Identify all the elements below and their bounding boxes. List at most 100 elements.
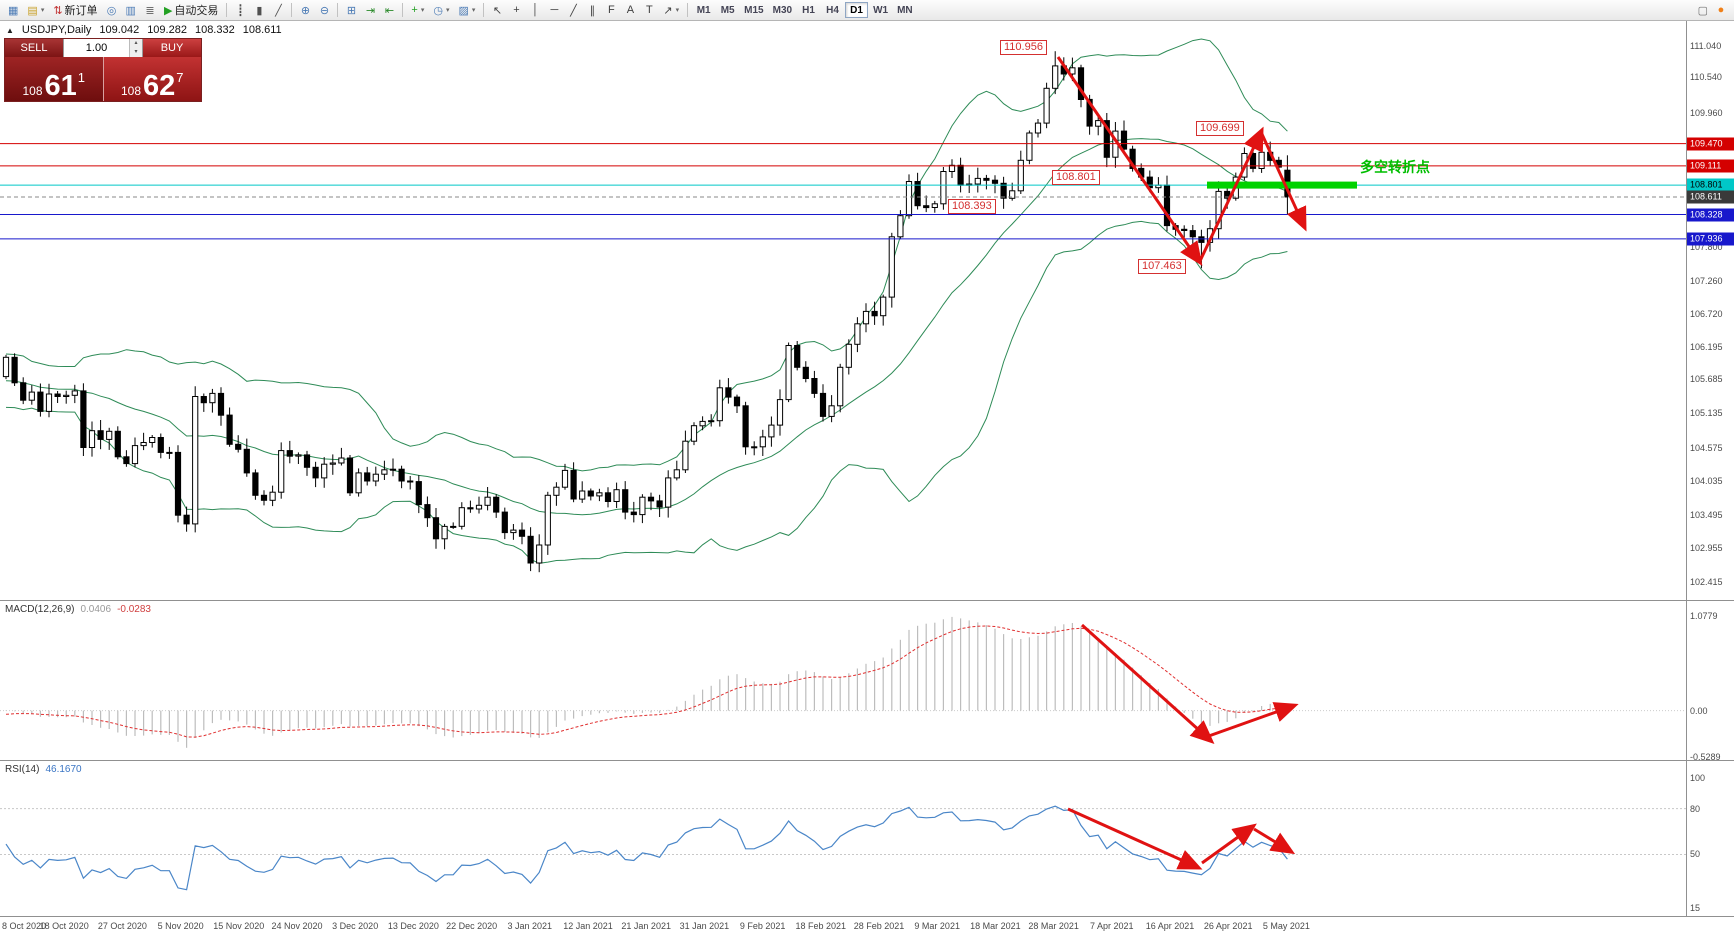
toolbar-separator (687, 3, 689, 17)
community-button[interactable]: ● (1712, 2, 1730, 19)
new-chart-icon: ▦ (8, 4, 19, 17)
docking-icon: ▢ (1697, 4, 1708, 17)
timeframe-d1-button[interactable]: D1 (845, 2, 869, 18)
zoom-out-button[interactable]: ⊖ (315, 2, 333, 19)
terminal-button[interactable]: ▥ (122, 2, 140, 19)
toolbar-separator (337, 3, 339, 17)
line-chart-button[interactable]: ╱ (269, 2, 287, 19)
auto-scroll-icon: ⇥ (365, 4, 376, 17)
candlestick-chart-icon: ▮ (256, 4, 263, 17)
sell-pips: 61 (44, 69, 77, 102)
rsi-line (5, 805, 1288, 891)
macd-signal-value: -0.0283 (117, 604, 151, 615)
rsi-name: RSI(14) (5, 764, 40, 775)
label-button[interactable]: T (640, 2, 658, 19)
trendline-button[interactable]: ╱ (564, 2, 582, 19)
periods-button[interactable]: ◷ ▾ (429, 2, 453, 19)
templates-dropdown-icon: ▾ (471, 7, 476, 14)
horizontal-level-lines[interactable] (0, 143, 1686, 240)
line-chart-icon: ╱ (275, 4, 282, 17)
turning-point-text[interactable]: 多空转折点 (1360, 159, 1430, 175)
timeframe-w1-button[interactable]: W1 (873, 4, 889, 16)
strategy-tester-button[interactable]: ≣ (141, 2, 159, 19)
auto-scroll-button[interactable]: ⇥ (361, 2, 379, 19)
turning-point-zone[interactable] (1207, 181, 1357, 189)
buy-pips: 62 (143, 69, 176, 102)
periods-dropdown-icon: ▾ (445, 7, 450, 14)
timeframe-h1-button[interactable]: H1 (802, 4, 815, 16)
terminal-icon: ▥ (125, 4, 136, 17)
ohlc-high: 109.282 (147, 24, 187, 36)
macd-indicator-label: MACD(12,26,9) 0.0406 -0.0283 (5, 604, 151, 615)
zoom-in-button[interactable]: ⊕ (296, 2, 314, 19)
bar-chart-button[interactable]: ┋ (231, 2, 249, 19)
timeframe-m30-button[interactable]: M30 (772, 4, 793, 16)
timeframe-m15-button[interactable]: M15 (744, 4, 764, 16)
label-icon: T (646, 4, 653, 16)
sell-header-button[interactable]: SELL (5, 39, 63, 57)
sell-price-button[interactable]: 108 61 1 (5, 57, 104, 101)
main-toolbar: ▦ ▤ ▾ ⇅ 新订单 ◎ ▥ ≣ ▶ 自动交易 ┋ ▮ ╱ ⊕ ⊖ ⊞ ⇥ ⇤ + ▾ ◷ ▾ ▨ ▾ ↖ + │ ─ ╱ ∥ F A T ↗ ▾… (0, 0, 1734, 21)
buy-header-button[interactable]: BUY (143, 39, 201, 57)
crosshair-icon: + (513, 4, 520, 16)
navigator-icon: ◎ (106, 4, 117, 17)
channel-icon: ∥ (589, 4, 596, 17)
templates-button[interactable]: ▨ ▾ (455, 2, 480, 19)
trend-arrow-rsi[interactable] (1253, 827, 1296, 855)
trend-arrow-rsi[interactable] (1201, 823, 1257, 865)
ohlc-open: 109.042 (99, 24, 140, 36)
buy-big-figure: 108 (120, 84, 142, 98)
vertical-line-icon: │ (531, 4, 539, 16)
trend-arrow-macd[interactable] (1205, 702, 1299, 739)
volume-input[interactable] (64, 39, 129, 57)
volume-up-icon[interactable]: ▴ (130, 39, 142, 48)
horizontal-line-button[interactable]: ─ (545, 2, 563, 19)
sell-pipette: 1 (77, 70, 86, 85)
docking-button[interactable]: ▢ (1694, 2, 1712, 19)
profiles-button[interactable]: ▤ ▾ (23, 2, 48, 19)
symbol-name: USDJPY,Daily (21, 24, 92, 36)
trend-annotations[interactable] (1056, 56, 1357, 870)
buy-price-button[interactable]: 108 62 7 (103, 57, 201, 102)
cursor-button[interactable]: ↖ (488, 2, 506, 19)
indicators-icon: + (411, 4, 418, 16)
chart-shift-button[interactable]: ⇤ (380, 2, 398, 19)
channel-button[interactable]: ∥ (583, 2, 601, 19)
strategy-tester-icon: ≣ (145, 4, 155, 17)
chart-shift-icon: ⇤ (384, 4, 395, 17)
text-button[interactable]: A (621, 2, 639, 19)
trend-arrow-rsi[interactable] (1067, 807, 1203, 870)
candlestick-chart-button[interactable]: ▮ (250, 2, 268, 19)
timeframe-h4-button[interactable]: H4 (826, 4, 839, 16)
trend-arrow-main[interactable] (1259, 131, 1307, 232)
candles (2, 51, 1291, 573)
fibonacci-button[interactable]: F (602, 2, 620, 19)
auto-trading-icon: ▶ (163, 4, 173, 17)
timeframe-mn-button[interactable]: MN (897, 4, 913, 16)
bar-chart-icon: ┋ (237, 4, 244, 17)
profiles-icon: ▤ (27, 4, 38, 17)
vertical-line-button[interactable]: │ (526, 2, 544, 19)
periods-icon: ◷ (433, 4, 443, 17)
arrows-button[interactable]: ↗ ▾ (659, 2, 683, 19)
trend-arrow-macd[interactable] (1080, 623, 1215, 745)
new-order-icon: ⇅ (53, 4, 63, 17)
crosshair-button[interactable]: + (507, 2, 525, 19)
new-chart-button[interactable]: ▦ (4, 2, 22, 19)
trend-arrow-main[interactable] (1198, 126, 1264, 262)
trend-arrow-main[interactable] (1056, 56, 1203, 266)
rsi-plot (0, 805, 1686, 891)
expand-icon[interactable]: ▲ (6, 25, 14, 35)
navigator-button[interactable]: ◎ (103, 2, 121, 19)
indicators-button[interactable]: + ▾ (407, 2, 428, 19)
macd-signal-line (5, 625, 1288, 738)
new-order-button[interactable]: ⇅ 新订单 (49, 2, 101, 19)
timeframe-m5-button[interactable]: M5 (720, 4, 735, 16)
toolbar-separator (291, 3, 293, 17)
tile-windows-button[interactable]: ⊞ (342, 2, 360, 19)
auto-trading-button[interactable]: ▶ 自动交易 (160, 2, 222, 19)
timeframe-m1-button[interactable]: M1 (696, 4, 711, 16)
volume-down-icon[interactable]: ▾ (130, 48, 142, 57)
templates-icon: ▨ (458, 4, 469, 17)
